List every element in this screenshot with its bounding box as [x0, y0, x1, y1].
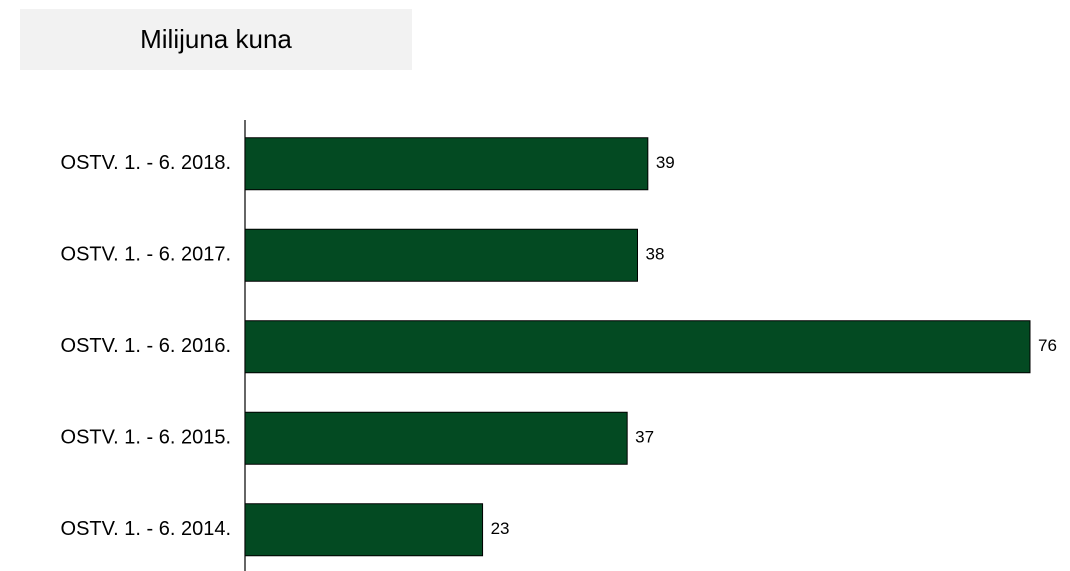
category-label: OSTV. 1. - 6. 2018.	[61, 152, 231, 174]
bar	[244, 411, 628, 465]
chart-title: Milijuna kuna	[140, 24, 292, 54]
bar	[244, 228, 638, 282]
value-label: 37	[635, 428, 654, 447]
category-label: OSTV. 1. - 6. 2017.	[61, 244, 231, 266]
bar	[244, 137, 649, 191]
category-label: OSTV. 1. - 6. 2014.	[61, 518, 231, 540]
value-label: 76	[1038, 336, 1057, 355]
category-label: OSTV. 1. - 6. 2015.	[61, 427, 231, 449]
value-label: 38	[646, 245, 665, 264]
value-label: 23	[491, 519, 510, 538]
category-label: OSTV. 1. - 6. 2016.	[61, 335, 231, 357]
title-box	[20, 9, 412, 70]
value-label: 39	[656, 153, 675, 172]
bar	[244, 320, 1031, 374]
bar	[244, 503, 484, 557]
